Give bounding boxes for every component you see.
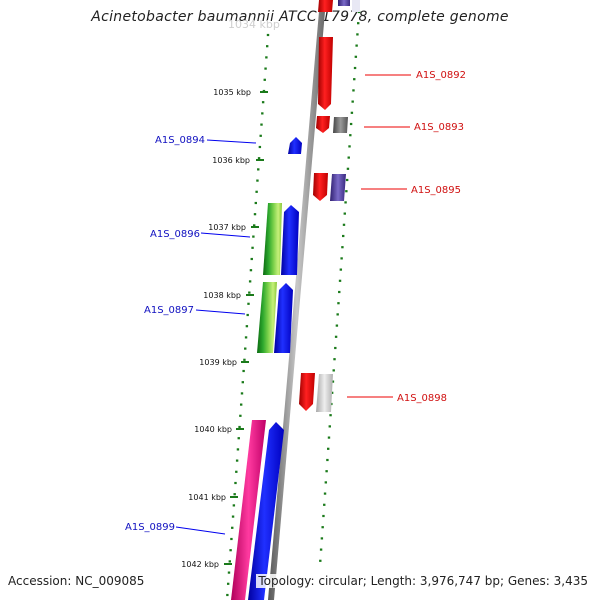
- gene-a1s-0895-partner[interactable]: [330, 174, 346, 201]
- gene-label-a1s-0894[interactable]: A1S_0894: [155, 135, 205, 146]
- gene-label-a1s-0895[interactable]: A1S_0895: [411, 185, 461, 196]
- scale-labels: 1035 kbp 1036 kbp 1037 kbp 1038 kbp 1039…: [181, 88, 251, 569]
- scale-label: 1039 kbp: [199, 358, 237, 367]
- gene-a1s-0897-green[interactable]: [257, 282, 277, 353]
- gene-label-a1s-0899[interactable]: A1S_0899: [125, 522, 175, 533]
- gene-a1s-0897[interactable]: [274, 283, 293, 353]
- gene-a1s-0892[interactable]: [318, 37, 333, 110]
- gene-label-a1s-0893[interactable]: A1S_0893: [414, 122, 464, 133]
- scale-label: 1037 kbp: [208, 223, 246, 232]
- gene-a1s-0896-green[interactable]: [263, 203, 282, 275]
- scale-label: 1038 kbp: [203, 291, 241, 300]
- gene-label-a1s-0896[interactable]: A1S_0896: [150, 229, 200, 240]
- gene-a1s-0896[interactable]: [281, 205, 299, 275]
- gene-a1s-0898-partner[interactable]: [316, 374, 333, 412]
- scale-label: 1042 kbp: [181, 560, 219, 569]
- gene-label-a1s-0898[interactable]: A1S_0898: [397, 393, 447, 404]
- scale-ticks: [224, 91, 268, 565]
- gene-a1s-0899-pink[interactable]: [231, 420, 266, 600]
- gene-a1s-0893-partner[interactable]: [333, 117, 348, 133]
- scale-label: 1035 kbp: [213, 88, 251, 97]
- genome-summary-text: Topology: circular; Length: 3,976,747 bp…: [256, 574, 590, 588]
- map-title: Acinetobacter baumannii ATCC 17978, comp…: [91, 9, 509, 25]
- gene-a1s-0899[interactable]: [248, 422, 284, 600]
- gene-a1s-0895[interactable]: [313, 173, 328, 201]
- left-leaders: [175, 139, 257, 535]
- right-leaders: [347, 74, 411, 398]
- genome-backbone: [268, 0, 326, 600]
- gene-a1s-0898[interactable]: [299, 373, 315, 411]
- feature-top-red: [318, 0, 333, 12]
- gene-label-a1s-0892[interactable]: A1S_0892: [416, 70, 466, 81]
- scale-label: 1036 kbp: [212, 156, 250, 165]
- gene-a1s-0894[interactable]: [288, 137, 302, 154]
- gene-label-a1s-0897[interactable]: A1S_0897: [144, 305, 194, 316]
- scale-label: 1040 kbp: [194, 425, 232, 434]
- accession-text: Accession: NC_009085: [8, 574, 145, 588]
- scale-label: 1041 kbp: [188, 493, 226, 502]
- tick-tracks: [226, 10, 361, 597]
- faded-scale-text: 1034 kbp: [228, 18, 280, 31]
- feature-top-purple: [338, 0, 350, 6]
- gene-a1s-0893[interactable]: [316, 116, 330, 133]
- feature-top-pale: [352, 0, 360, 12]
